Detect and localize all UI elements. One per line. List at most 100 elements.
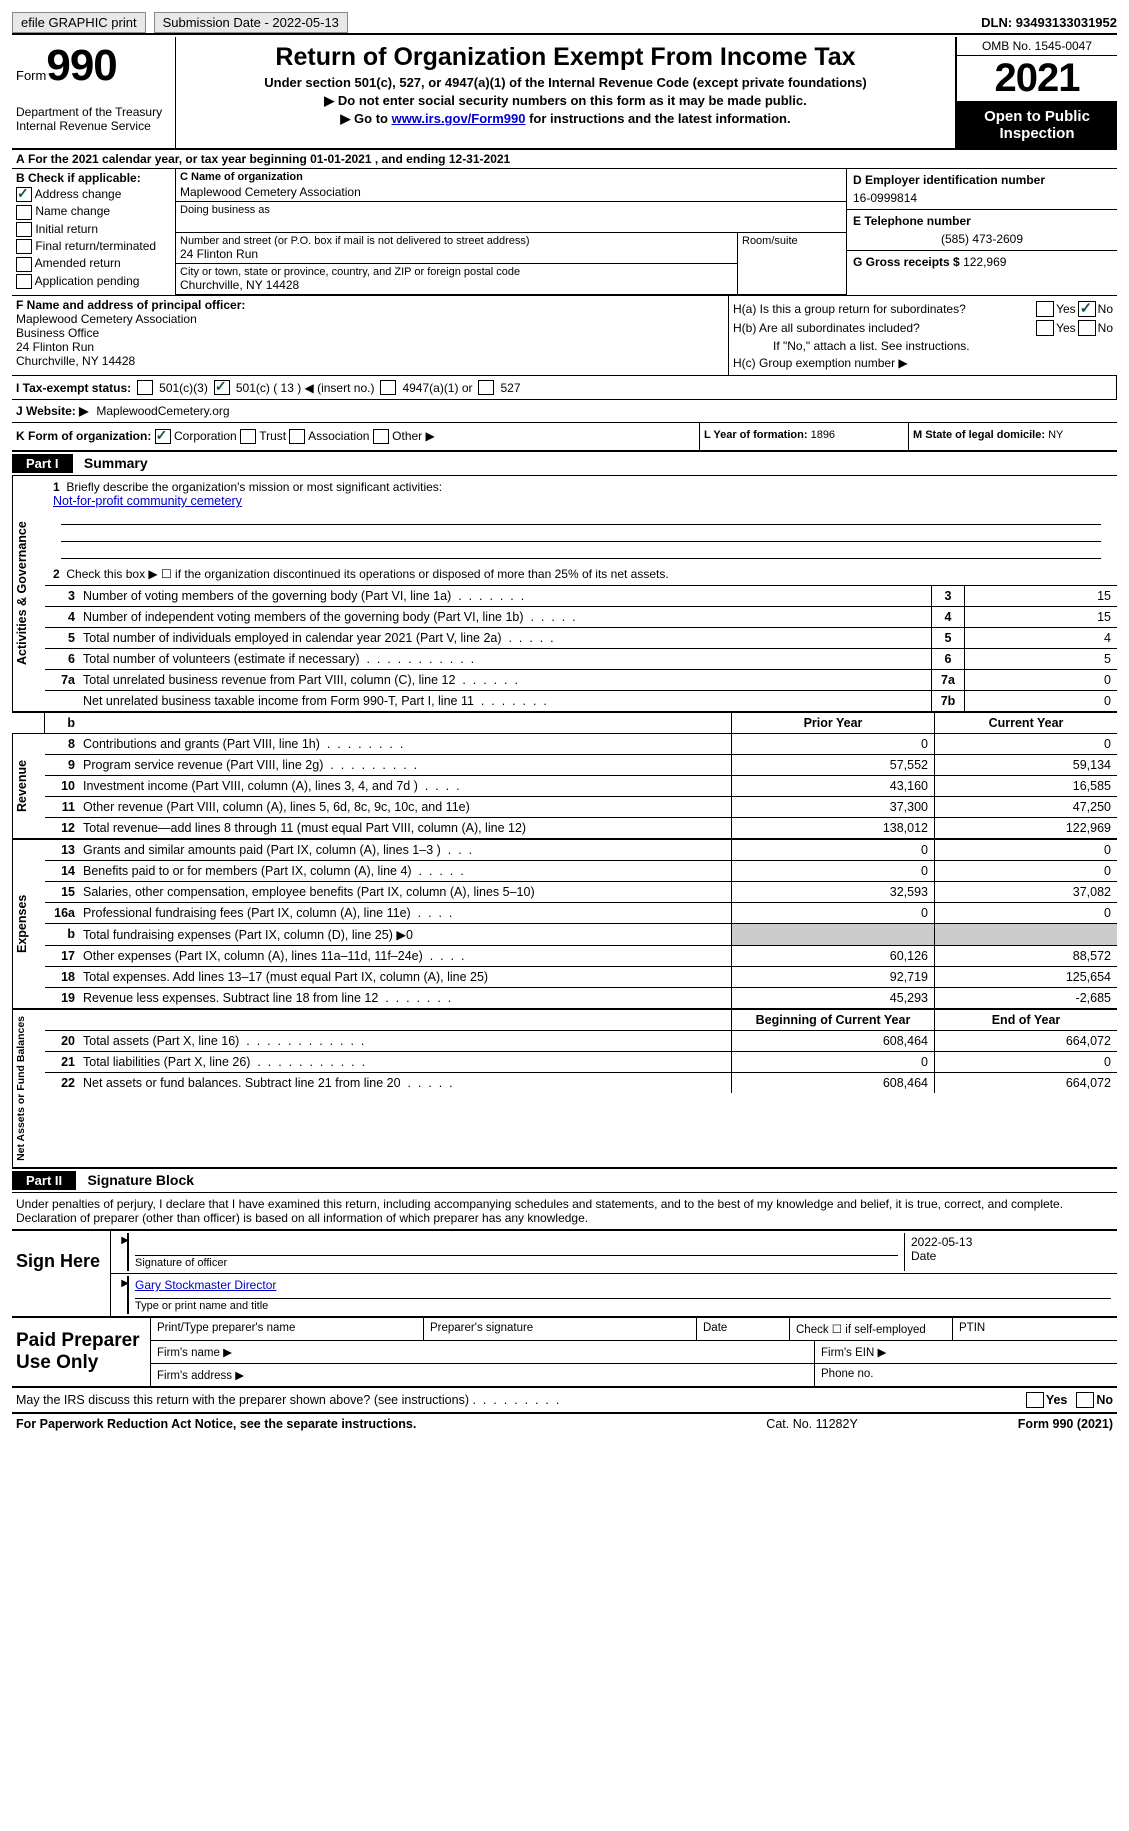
dln-label: DLN: 93493133031952 (981, 15, 1117, 30)
footer-row: For Paperwork Reduction Act Notice, see … (12, 1414, 1117, 1431)
chk-501c[interactable] (214, 380, 230, 395)
fin-head: b Prior Year Current Year (45, 713, 1117, 733)
sig-date-value: 2022-05-13 (911, 1235, 1111, 1249)
rule-line (61, 508, 1101, 525)
checkbox-icon (16, 239, 32, 254)
exp-row-15: 15Salaries, other compensation, employee… (45, 882, 1117, 903)
room-label: Room/suite (742, 235, 798, 247)
ha-yes-checkbox[interactable] (1036, 301, 1054, 317)
current-year-head: Current Year (934, 713, 1117, 733)
chk-trust[interactable] (240, 429, 256, 444)
irs-link[interactable]: www.irs.gov/Form990 (392, 111, 526, 126)
row-klm: K Form of organization: Corporation Trus… (12, 423, 1117, 452)
checkbox-icon (16, 205, 32, 220)
chk-4947[interactable] (380, 380, 396, 395)
col-c-org-info: C Name of organization Maplewood Cemeter… (176, 169, 846, 295)
arrow-icon (111, 1276, 129, 1314)
chk-address-change[interactable]: Address change (16, 187, 171, 202)
na-head: Beginning of Current Year End of Year (45, 1010, 1117, 1031)
city-box: City or town, state or province, country… (176, 264, 737, 294)
hb-no-checkbox[interactable] (1078, 320, 1096, 336)
discuss-no-checkbox[interactable] (1076, 1392, 1094, 1408)
chk-name-change[interactable]: Name change (16, 204, 171, 219)
discuss-with-preparer-row: May the IRS discuss this return with the… (12, 1388, 1117, 1414)
row-i-tax-status: I Tax-exempt status: 501(c)(3) 501(c) ( … (12, 376, 1117, 400)
officer-sig-label: Signature of officer (135, 1255, 898, 1269)
prep-line-2: Firm's name ▶ Firm's EIN ▶ (151, 1341, 1117, 1364)
chk-application-pending[interactable]: Application pending (16, 274, 171, 289)
na-row-22: 22Net assets or fund balances. Subtract … (45, 1073, 1117, 1093)
chk-corporation[interactable] (155, 429, 171, 444)
expenses-section: Expenses 13Grants and similar amounts pa… (12, 840, 1117, 1010)
chk-final-return[interactable]: Final return/terminated (16, 239, 171, 254)
dba-box: Doing business as (176, 202, 846, 233)
checkbox-icon (16, 187, 32, 202)
f-line-0: Maplewood Cemetery Association (16, 312, 197, 326)
chk-initial-return[interactable]: Initial return (16, 222, 171, 237)
h-b-row: H(b) Are all subordinates included? Yes … (733, 320, 1113, 336)
m-state-domicile: M State of legal domicile: NY (908, 423, 1117, 450)
cat-number: Cat. No. 11282Y (766, 1417, 858, 1431)
form-footer: Form 990 (2021) (1018, 1417, 1113, 1431)
form-note-1: ▶ Do not enter social security numbers o… (186, 93, 945, 109)
exp-row-19: 19Revenue less expenses. Subtract line 1… (45, 988, 1117, 1008)
signature-declaration: Under penalties of perjury, I declare th… (12, 1193, 1117, 1231)
org-name-label: C Name of organization (180, 171, 842, 183)
side-net-assets: Net Assets or Fund Balances (12, 1010, 45, 1167)
prep-ptin-label: PTIN (953, 1318, 1117, 1340)
chk-association[interactable] (289, 429, 305, 444)
address-left: Number and street (or P.O. box if mail i… (176, 233, 738, 294)
officer-name: Gary Stockmaster Director (135, 1278, 1111, 1298)
dba-label: Doing business as (180, 204, 270, 216)
exp-row-13: 13Grants and similar amounts paid (Part … (45, 840, 1117, 861)
officer-name-line: Gary Stockmaster Director Type or print … (111, 1274, 1117, 1316)
chk-amended-return[interactable]: Amended return (16, 256, 171, 271)
efile-graphic-print-button[interactable]: efile GRAPHIC print (12, 12, 146, 33)
part-1-badge: Part I (12, 454, 73, 473)
submission-date-button[interactable]: Submission Date - 2022-05-13 (154, 12, 348, 33)
net-assets-section: Net Assets or Fund Balances Beginning of… (12, 1010, 1117, 1169)
gov-row-7a: 7aTotal unrelated business revenue from … (45, 670, 1117, 691)
prep-date-label: Date (697, 1318, 790, 1340)
prep-line-3: Firm's address ▶ Phone no. (151, 1364, 1117, 1386)
org-name-box: C Name of organization Maplewood Cemeter… (176, 169, 846, 202)
chk-501c3[interactable] (137, 380, 153, 395)
prep-line-1: Print/Type preparer's name Preparer's si… (151, 1318, 1117, 1341)
chk-527[interactable] (478, 380, 494, 395)
street-label: Number and street (or P.O. box if mail i… (180, 235, 733, 247)
gross-value: 122,969 (963, 255, 1006, 269)
governance-section: Activities & Governance 1 Briefly descri… (12, 476, 1117, 713)
gross-label: G Gross receipts $ (853, 255, 960, 269)
ha-no-checkbox[interactable] (1078, 301, 1096, 317)
ein-box: D Employer identification number 16-0999… (847, 169, 1117, 210)
section-bcdeg: B Check if applicable: Address change Na… (12, 169, 1117, 296)
col-deg: D Employer identification number 16-0999… (846, 169, 1117, 295)
website-value: MaplewoodCemetery.org (96, 404, 229, 418)
irs-label: Internal Revenue Service (16, 119, 171, 133)
h-note: If "No," attach a list. See instructions… (733, 339, 1113, 353)
arrow-icon (111, 1233, 129, 1271)
org-name: Maplewood Cemetery Association (180, 185, 842, 199)
discuss-yes-checkbox[interactable] (1026, 1392, 1044, 1408)
line-2: 2 Check this box ▶ ☐ if the organization… (45, 563, 1117, 586)
form-note-2: ▶ Go to www.irs.gov/Form990 for instruct… (186, 111, 945, 127)
rule-line (61, 542, 1101, 559)
gov-row-5: 5Total number of individuals employed in… (45, 628, 1117, 649)
col-b-checkboxes: B Check if applicable: Address change Na… (12, 169, 176, 295)
i-label: I Tax-exempt status: (16, 381, 131, 395)
checkbox-icon (16, 274, 32, 289)
chk-other[interactable] (373, 429, 389, 444)
ein-label: D Employer identification number (853, 173, 1111, 187)
rev-row-9: 9Program service revenue (Part VIII, lin… (45, 755, 1117, 776)
f-line-2: 24 Flinton Run (16, 340, 94, 354)
firm-ein-label: Firm's EIN ▶ (815, 1341, 1117, 1363)
omb-number: OMB No. 1545-0047 (957, 37, 1117, 56)
hb-yes-checkbox[interactable] (1036, 320, 1054, 336)
fin-head-row: b Prior Year Current Year (12, 713, 1117, 734)
phone-box: E Telephone number (585) 473-2609 (847, 210, 1117, 251)
rev-row-10: 10Investment income (Part VIII, column (… (45, 776, 1117, 797)
b-header: B Check if applicable: (16, 171, 171, 185)
open-to-public: Open to Public Inspection (957, 102, 1117, 148)
k-form-org: K Form of organization: Corporation Trus… (12, 423, 699, 450)
prep-name-label: Print/Type preparer's name (151, 1318, 424, 1340)
